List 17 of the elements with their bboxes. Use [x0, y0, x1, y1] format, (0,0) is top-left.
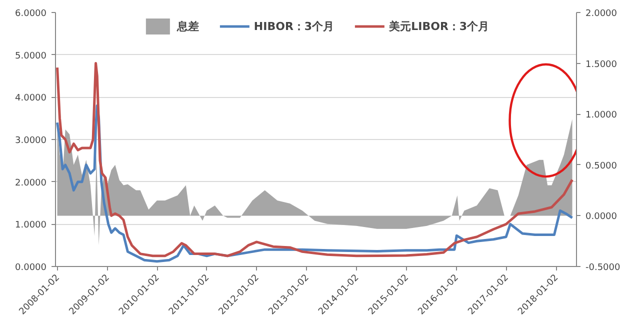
- legend-label: HIBOR：3个月: [254, 18, 334, 34]
- y2-tick-label: 1.0000: [586, 110, 618, 121]
- y2-tick-label: 0.0000: [586, 212, 618, 222]
- y-tick-label: 4.0000: [15, 94, 47, 104]
- y-tick-label: 5.0000: [15, 51, 47, 62]
- y-tick-label: 3.0000: [15, 136, 47, 146]
- legend-label: 息差: [176, 18, 199, 34]
- y-tick-label: 0.0000: [15, 263, 47, 273]
- legend-label: 美元LIBOR：3个月: [389, 18, 490, 34]
- line-series: [56, 62, 574, 258]
- y2-tick-label: 2.0000: [586, 9, 618, 19]
- y-tick-label: 6.0000: [15, 9, 47, 19]
- y2-tick-label: 1.5000: [586, 60, 618, 70]
- y-tick-label: 2.0000: [15, 178, 47, 188]
- y-tick-label: 1.0000: [15, 220, 47, 231]
- y2-tick-label: -0.5000: [586, 263, 621, 273]
- y2-tick-label: 0.5000: [586, 161, 618, 172]
